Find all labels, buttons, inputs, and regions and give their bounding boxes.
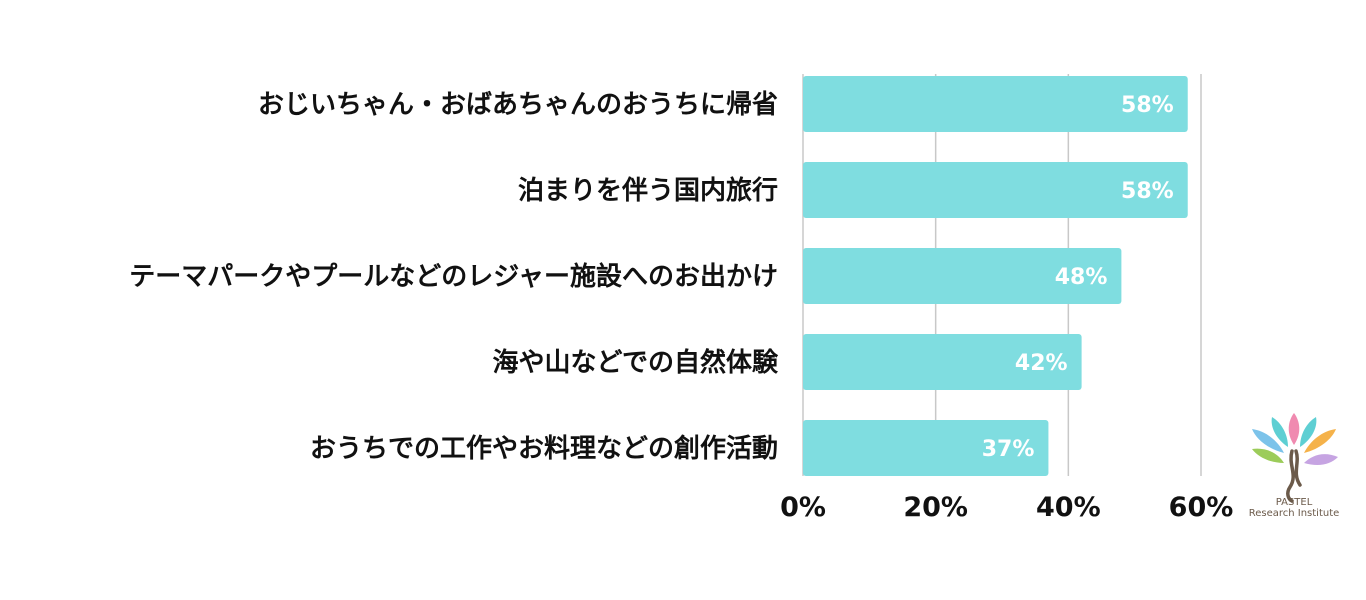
category-label-4: おうちでの工作やお料理などの創作活動 [310,434,778,464]
logo-petal-teal-left [1271,417,1288,447]
x-tick-label-0: 0% [780,492,826,523]
logo-petal-orange [1304,429,1336,453]
x-tick-label-40: 40% [1036,492,1101,523]
x-tick-label-60: 60% [1169,492,1234,523]
logo-petal-purple [1304,454,1338,465]
logo-petal-green [1252,448,1284,463]
logo-petal-teal-right [1300,417,1317,447]
category-label-3: 海や山などでの自然体験 [493,347,779,378]
value-label-2: 48% [1055,265,1108,290]
logo-petal-blue [1252,429,1284,453]
bar-3 [803,334,1082,390]
bar-1 [803,162,1188,218]
bar-2 [803,248,1122,304]
logo-trunk [1286,449,1302,503]
value-label-4: 37% [982,437,1035,462]
logo-text-line2: Research Institute [1249,508,1340,519]
x-tick-labels: 0% 20% 40% 60% [780,492,1233,523]
category-label-0: おじいちゃん・おばあちゃんのおうちに帰省 [258,90,778,120]
value-label-3: 42% [1015,351,1068,376]
category-label-1: 泊まりを伴う国内旅行 [518,175,778,206]
bar-4 [803,420,1049,476]
bars: 58% 58% 48% 42% 37% [803,76,1188,476]
value-label-1: 58% [1121,179,1174,204]
category-labels: おじいちゃん・おばあちゃんのおうちに帰省泊まりを伴う国内旅行テーマパークやプール… [129,90,779,464]
x-tick-label-20: 20% [903,492,968,523]
bar-0 [803,76,1188,132]
logo-text-line1: PASTEL [1276,497,1313,508]
logo-petal-pink [1288,413,1300,445]
flower-tree-logo: PASTEL Research Institute [1249,413,1340,519]
category-label-2: テーマパークやプールなどのレジャー施設へのお出かけ [129,261,778,292]
value-label-0: 58% [1121,93,1174,118]
